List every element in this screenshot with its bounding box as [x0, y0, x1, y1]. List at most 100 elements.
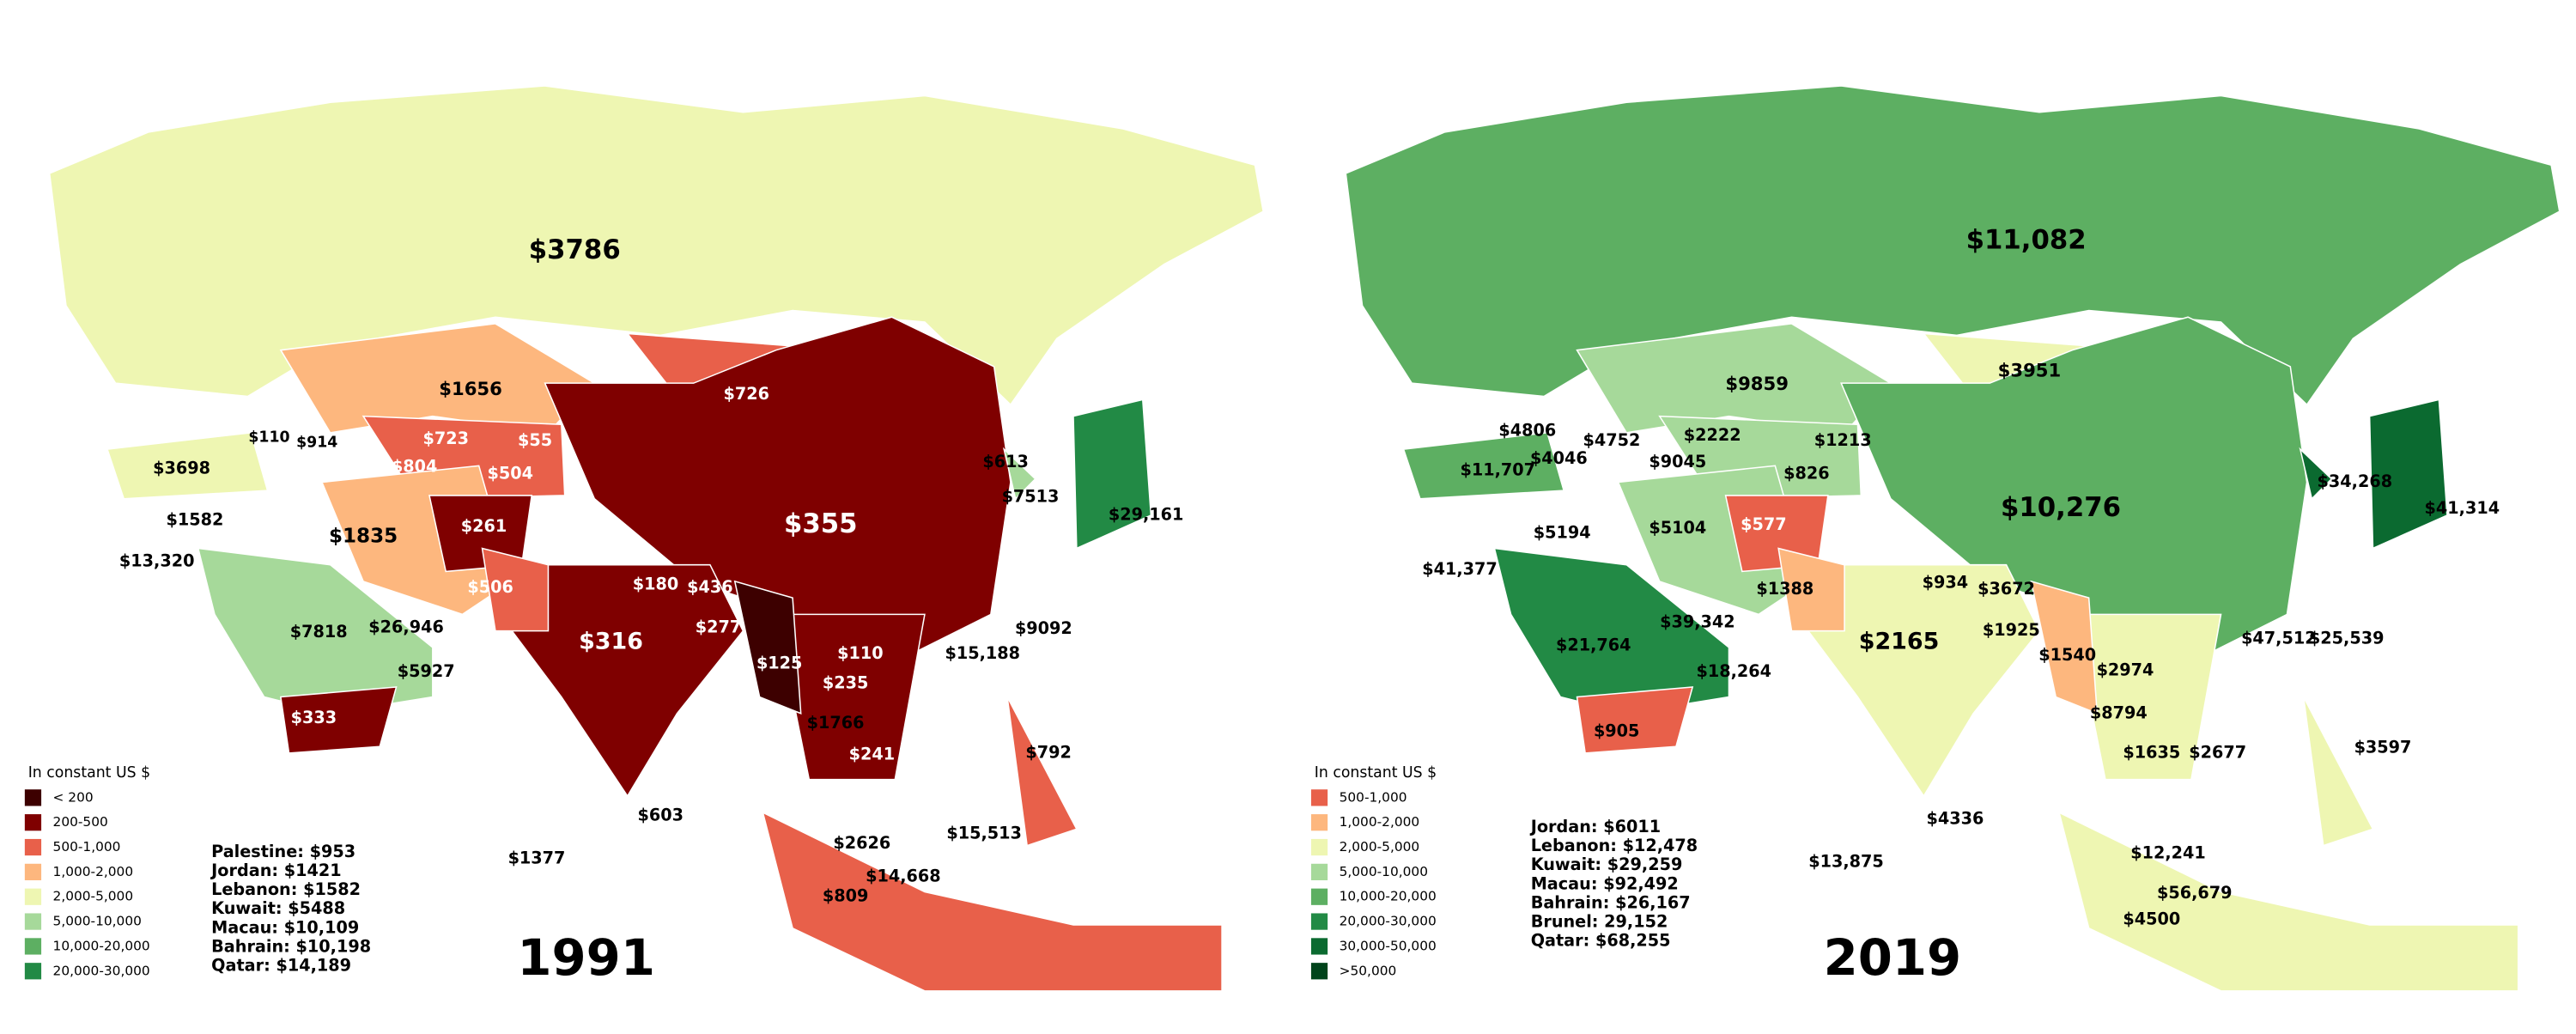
value-label: $436: [687, 577, 733, 597]
legend-label: 2,000-5,000: [53, 889, 134, 904]
value-label: $355: [784, 508, 858, 539]
note: Bahrain: $26,167: [1531, 892, 1691, 912]
value-label: $261: [461, 516, 507, 536]
value-label: $1388: [1756, 579, 1814, 599]
southeast-asia: [775, 613, 926, 781]
note: Macau: $92,492: [1531, 873, 1679, 893]
value-label: $1540: [2038, 645, 2096, 665]
legend-label: 500-1,000: [1340, 789, 1407, 805]
value-label: $504: [487, 463, 533, 483]
value-label: $235: [823, 673, 869, 693]
value-label: $9092: [1015, 618, 1072, 638]
value-label: $55: [518, 430, 552, 450]
legend-label: 10,000-20,000: [53, 938, 150, 953]
legend-swatch: [24, 863, 42, 880]
value-label: $613: [982, 452, 1029, 471]
note: Jordan: $1421: [210, 861, 341, 880]
value-label: $804: [392, 457, 438, 477]
value-label: $9045: [1649, 452, 1706, 471]
year-title: 2019: [1824, 928, 1962, 987]
value-label: $4500: [2123, 909, 2180, 929]
value-label: $5104: [1649, 518, 1706, 538]
value-label: $3672: [1978, 579, 2035, 599]
legend-swatch: [24, 888, 42, 905]
value-label: $8794: [2090, 703, 2148, 722]
value-label: $599: [263, 448, 309, 468]
legend-label: 1,000-2,000: [1340, 814, 1420, 830]
value-label: $21,764: [1556, 635, 1631, 654]
value-label: $316: [579, 629, 643, 655]
legend-label: 20,000-30,000: [53, 963, 150, 978]
legend-swatch: [24, 938, 42, 955]
value-label: $13,875: [1808, 851, 1884, 871]
japan: [1072, 398, 1152, 550]
value-label: $2626: [833, 833, 890, 853]
value-label: $2165: [1859, 629, 1940, 655]
value-label: $914: [296, 434, 337, 451]
value-label: $18,264: [1696, 661, 1771, 681]
legend-swatch: [24, 963, 42, 980]
value-label: $3951: [1998, 360, 2062, 381]
note: Lebanon: $12,478: [1531, 836, 1698, 855]
legend-title: In constant US $: [28, 764, 150, 782]
legend-label: 500-1,000: [53, 839, 121, 855]
legend-label: 30,000-50,000: [1340, 938, 1437, 953]
pakistan: [1777, 547, 1845, 632]
value-label: $1213: [1814, 430, 1872, 450]
value-label: $905: [1594, 721, 1640, 740]
pakistan: [481, 547, 550, 632]
note: Kuwait: $5488: [211, 898, 345, 918]
value-label: $506: [467, 577, 513, 597]
value-label: $333: [256, 532, 302, 552]
legend-swatch: [24, 838, 42, 856]
philippines: [1006, 696, 1078, 847]
value-label: $7818: [290, 622, 348, 642]
value-label: $11,707: [1460, 460, 1535, 480]
value-label: $9859: [1725, 373, 1789, 394]
note: Kuwait: $29,259: [1531, 855, 1683, 874]
japan: [2368, 398, 2448, 550]
value-label: $723: [422, 429, 469, 448]
indonesia: [2057, 811, 2519, 992]
legend-label: 200-500: [53, 814, 108, 830]
value-label: $12,241: [2130, 843, 2206, 863]
value-label: $809: [823, 886, 869, 906]
value-label: $125: [756, 654, 803, 673]
legend-label: 10,000-20,000: [1340, 889, 1437, 904]
value-label: $41,377: [1422, 559, 1498, 579]
note: Palestine: $953: [211, 842, 355, 861]
legend-label: 2,000-5,000: [1340, 839, 1420, 855]
map-panel: [48, 85, 1265, 992]
philippines: [2302, 696, 2374, 847]
value-label: $826: [1783, 463, 1829, 483]
value-label: $29,161: [1109, 505, 1184, 525]
russia: [1345, 85, 2561, 406]
yemen: [280, 686, 398, 754]
value-label: $13,320: [119, 550, 195, 570]
korea: [1002, 447, 1036, 501]
value-label: $10,276: [2001, 492, 2121, 523]
note: Macau: $10,109: [211, 917, 359, 937]
legend-swatch: [1310, 838, 1328, 856]
value-label: $1635: [2123, 742, 2180, 762]
note: Qatar: $68,255: [1531, 931, 1671, 951]
legend-swatch: [24, 913, 42, 930]
value-label: $56,679: [2157, 883, 2233, 903]
yemen: [1576, 686, 1694, 754]
note: Lebanon: $1582: [211, 879, 361, 899]
legend-swatch: [1310, 888, 1328, 905]
year-title: 1991: [517, 928, 655, 987]
map-panel: [1345, 85, 2561, 992]
value-label: $333: [291, 708, 337, 727]
turkey: [1402, 432, 1565, 500]
value-label: $15,513: [946, 824, 1022, 843]
value-label: $726: [723, 384, 769, 404]
value-label: $26,946: [368, 617, 444, 636]
legend-swatch: [24, 789, 42, 806]
southeast-asia: [2071, 613, 2222, 781]
value-label: $15,188: [945, 643, 1020, 663]
value-label: $3698: [153, 459, 210, 478]
korea: [2299, 447, 2333, 501]
value-label: $4046: [1530, 448, 1588, 468]
legend-swatch: [1310, 814, 1328, 831]
